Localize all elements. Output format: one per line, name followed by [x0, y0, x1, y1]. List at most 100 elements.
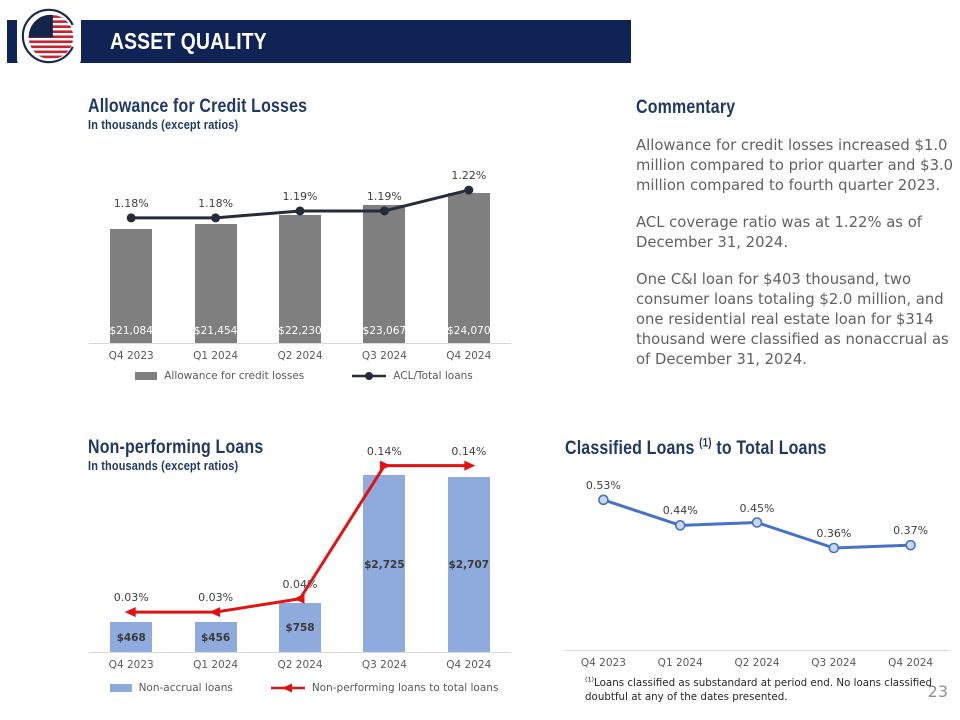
footnote-marker: (1) [585, 675, 595, 684]
legend-label: ACL/Total loans [393, 370, 473, 382]
line-series [126, 185, 474, 223]
commentary-paragraph: One C&I loan for $403 thousand, two cons… [636, 271, 949, 368]
legend-label: Non-performing loans to total loans [311, 682, 499, 694]
x-tick-label: Q2 2024 [734, 657, 780, 669]
x-tick-label: Q2 2024 [277, 350, 323, 362]
chart-subtitle: In thousands (except ratios) [88, 458, 239, 473]
line-marker [126, 213, 136, 223]
bar-value-label: $24,070 [447, 325, 491, 337]
chart-non-performing-loans: Non-performing Loans In thousands (excep… [88, 437, 520, 717]
legend-item: Non-accrual loans [109, 682, 233, 694]
line-marker [464, 185, 474, 195]
x-tick-label: Q1 2024 [193, 659, 239, 671]
title-footnote-marker: (1) [699, 436, 712, 450]
line-marker [209, 607, 221, 618]
page-number: 23 [927, 682, 948, 701]
point-value-label: 0.03% [113, 591, 149, 605]
point-value-label: 0.53% [585, 478, 621, 492]
chart-classified-loans: Classified Loans (1) to Total Loans 0.53… [565, 436, 957, 718]
footnote-text: Loans classified as substandard at perio… [585, 677, 933, 703]
us-flag-globe-icon [21, 8, 77, 64]
x-tick-label: Q4 2024 [888, 657, 934, 669]
chart-title: Classified Loans (1) to Total Loans [565, 436, 827, 459]
x-tick-label: Q2 2024 [277, 659, 323, 671]
commentary-panel: Commentary Allowance for credit losses i… [636, 96, 956, 406]
point-value-label: 0.04% [282, 577, 318, 591]
bar [194, 622, 237, 652]
line-marker [211, 213, 221, 223]
bar-value-label: $23,067 [362, 325, 407, 337]
chart-footnote: (1)Loans classified as substandard at pe… [585, 675, 933, 704]
x-tick-label: Q4 2023 [108, 350, 154, 362]
bar [279, 602, 321, 652]
line-marker [379, 460, 391, 471]
point-value-label: 0.45% [739, 501, 775, 515]
bar-value-label: $21,454 [193, 325, 238, 337]
x-tick-label: Q3 2024 [361, 350, 407, 362]
bar [194, 224, 237, 343]
x-tick-label: Q4 2024 [446, 350, 492, 362]
line-marker [674, 520, 686, 531]
bar [447, 193, 490, 343]
legend-line-swatch [352, 372, 387, 380]
point-value-label: 1.19% [366, 189, 402, 203]
legend-item: Allowance for credit losses [135, 370, 304, 382]
line-marker [124, 607, 136, 618]
line-marker [295, 206, 305, 216]
point-value-label: 1.18% [113, 196, 149, 210]
bar [363, 205, 406, 343]
plot-area: $468 $456 $758 $2,725 $2,707 0.03% 0.03% 0.04% 0… [89, 445, 511, 671]
legend-line-swatch [270, 683, 305, 693]
bar-value-label: $2,725 [364, 558, 405, 571]
point-value-label: 0.37% [893, 524, 929, 538]
line-marker [828, 542, 840, 554]
commentary-paragraph: ACL coverage ratio was at 1.22% as of De… [636, 214, 922, 251]
line-marker [751, 517, 763, 528]
legend-bar-swatch [135, 372, 158, 380]
bar-value-label: $2,707 [448, 559, 490, 572]
header-banner: ASSET QUALITY [7, 20, 631, 63]
x-tick-label: Q1 2024 [193, 350, 239, 362]
line-marker [598, 494, 609, 506]
line-marker [379, 206, 389, 216]
point-value-label: 1.19% [282, 189, 318, 203]
bar [110, 621, 153, 652]
commentary-title: Commentary [636, 97, 736, 118]
company-logo [17, 3, 81, 69]
line-series [124, 460, 476, 618]
point-value-label: 0.03% [198, 591, 234, 605]
legend-bar-swatch [109, 684, 132, 692]
chart-allowance-for-credit-losses: Allowance for Credit Losses In thousands… [88, 96, 520, 411]
line-marker [905, 539, 916, 551]
legend-item: ACL/Total loans [352, 370, 473, 382]
point-value-label: 0.14% [366, 444, 402, 458]
chart-subtitle: In thousands (except ratios) [88, 117, 239, 132]
page-title: ASSET QUALITY [110, 28, 267, 54]
chart-legend: Allowance for credit losses ACL/Total loa… [88, 370, 520, 382]
chart-title: Allowance for Credit Losses [88, 96, 308, 117]
bar [279, 215, 321, 343]
line-marker [293, 593, 305, 604]
x-tick-label: Q1 2024 [657, 657, 703, 669]
x-tick-label: Q4 2023 [108, 659, 154, 671]
plot-area: 0.53% 0.44% 0.45% 0.36% 0.37% Q4 2023 Q1 2024 Q… [565, 478, 949, 669]
commentary-body: Allowance for credit losses increased $1… [636, 136, 954, 387]
line-series [598, 494, 916, 554]
commentary-paragraph: Allowance for credit losses increased $1… [636, 137, 954, 194]
bar-value-label: $468 [116, 631, 146, 644]
bar [110, 228, 153, 343]
bar-value-label: $456 [200, 632, 231, 645]
plot-area: $21,084 $21,454 $22,230 $23,067 $24,070 1.18%… [89, 156, 511, 362]
chart-title: Non-performing Loans [88, 437, 264, 458]
bar-value-label: $22,230 [278, 325, 322, 337]
point-value-label: 0.14% [451, 444, 487, 458]
line-marker [464, 460, 476, 471]
bar [363, 475, 406, 652]
chart-legend: Non-accrual loans Non-performing loans to… [88, 682, 520, 694]
x-tick-label: Q4 2023 [580, 657, 626, 669]
legend-label: Non-accrual loans [138, 682, 233, 694]
bar-value-label: $758 [285, 622, 315, 635]
bar [447, 476, 490, 652]
point-value-label: 1.18% [198, 196, 234, 210]
